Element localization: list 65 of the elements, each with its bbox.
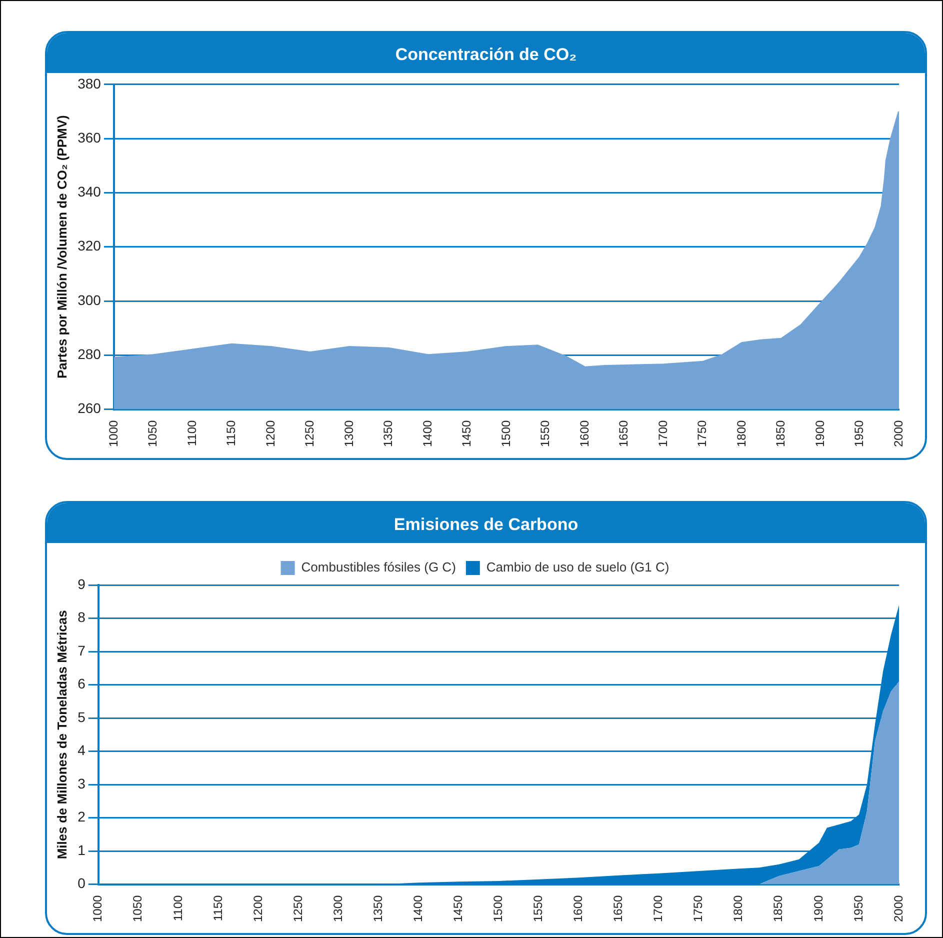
x-tick-label: 1650 bbox=[611, 894, 626, 922]
x-tick-label: 1200 bbox=[263, 420, 278, 448]
x-tick-label: 1300 bbox=[330, 894, 345, 922]
x-tick-label: 1600 bbox=[571, 894, 586, 922]
x-tick-label: 1250 bbox=[302, 420, 317, 448]
x-tick-label: 1300 bbox=[342, 420, 356, 448]
x-tick-label: 1450 bbox=[450, 894, 465, 922]
y-tick-label: 9 bbox=[78, 576, 86, 592]
x-tick-label: 1850 bbox=[771, 894, 786, 922]
x-tick-label: 1900 bbox=[812, 420, 827, 448]
x-tick-label: 1250 bbox=[290, 894, 305, 922]
x-tick-label: 1050 bbox=[146, 420, 160, 448]
y-tick-label: 340 bbox=[78, 184, 102, 200]
chart-title: Emisiones de Carbono bbox=[47, 503, 925, 543]
x-tick-label: 1100 bbox=[170, 894, 185, 922]
y-tick-label: 300 bbox=[78, 292, 102, 308]
x-tick-label: 1750 bbox=[691, 894, 706, 922]
x-tick-label: 1750 bbox=[695, 420, 710, 448]
x-tick-label: 1500 bbox=[498, 420, 513, 448]
x-tick-label: 1450 bbox=[460, 420, 474, 448]
x-tick-label: 1150 bbox=[210, 894, 225, 922]
x-tick-label: 1150 bbox=[224, 420, 238, 446]
chart-title: Concentración de CO₂ bbox=[47, 33, 925, 73]
y-tick-label: 4 bbox=[78, 742, 86, 758]
y-tick-label: 280 bbox=[78, 346, 102, 362]
x-tick-label: 1000 bbox=[90, 894, 105, 922]
y-tick-label: 360 bbox=[78, 129, 102, 146]
y-tick-label: 2 bbox=[78, 808, 86, 825]
x-tick-label: 1500 bbox=[491, 894, 506, 922]
x-tick-label: 1350 bbox=[370, 894, 385, 922]
legend-label: Combustibles fósiles (G C) bbox=[301, 560, 456, 575]
x-tick-label: 1050 bbox=[130, 894, 145, 922]
x-tick-label: 1650 bbox=[616, 420, 631, 448]
x-tick-label: 1550 bbox=[538, 420, 552, 448]
x-tick-label: 2000 bbox=[891, 894, 906, 922]
y-tick-label: 1 bbox=[78, 842, 86, 858]
y-tick-label: 320 bbox=[78, 238, 102, 254]
y-tick-label: 260 bbox=[78, 400, 102, 416]
x-tick-label: 1850 bbox=[774, 420, 788, 448]
y-axis-title: Partes por Millón /Volumen de CO₂ (PPMV) bbox=[54, 115, 70, 379]
x-tick-label: 1700 bbox=[656, 420, 670, 448]
x-tick-label: 1600 bbox=[577, 420, 592, 448]
x-tick-label: 1400 bbox=[420, 420, 434, 448]
x-tick-label: 2000 bbox=[891, 420, 906, 448]
x-tick-label: 1200 bbox=[250, 894, 265, 922]
y-tick-label: 5 bbox=[78, 708, 86, 725]
x-tick-label: 1000 bbox=[106, 420, 120, 448]
x-tick-label: 1550 bbox=[531, 894, 546, 922]
y-tick-label: 380 bbox=[78, 75, 102, 92]
x-tick-label: 1800 bbox=[731, 894, 746, 922]
x-tick-label: 1700 bbox=[651, 894, 666, 922]
legend-label: Cambio de uso de suelo (G1 C) bbox=[486, 560, 670, 575]
y-tick-label: 3 bbox=[78, 775, 86, 792]
x-tick-label: 1400 bbox=[410, 894, 425, 922]
y-tick-label: 8 bbox=[78, 609, 86, 626]
y-tick-label: 0 bbox=[78, 875, 86, 892]
x-tick-label: 1950 bbox=[852, 420, 866, 448]
x-tick-label: 1100 bbox=[184, 420, 199, 446]
x-tick-label: 1350 bbox=[381, 420, 396, 448]
x-tick-label: 1950 bbox=[851, 894, 866, 922]
x-tick-label: 1900 bbox=[811, 894, 826, 922]
y-axis-title: Miles de Millones de Toneladas Métricas bbox=[54, 610, 70, 860]
y-tick-label: 6 bbox=[78, 676, 86, 692]
y-tick-label: 7 bbox=[78, 642, 86, 658]
x-tick-label: 1800 bbox=[734, 420, 748, 448]
